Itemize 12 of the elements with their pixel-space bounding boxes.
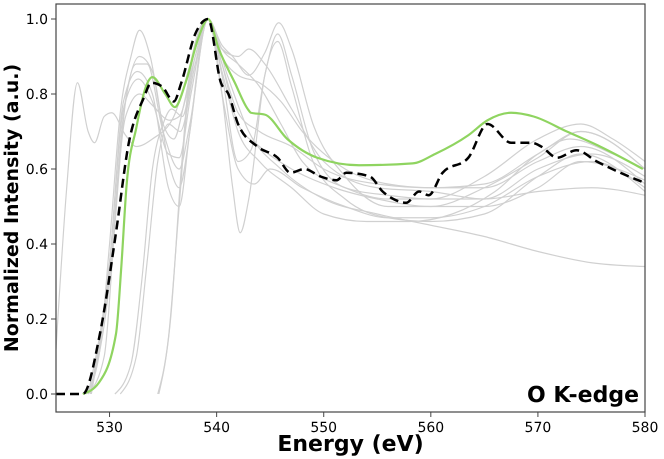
y-tick-label: 1.0 <box>26 12 48 28</box>
y-axis-title: Normalized Intensity (a.u.) <box>1 64 23 352</box>
y-tick-label: 0.0 <box>26 387 48 403</box>
y-tick-label: 0.6 <box>26 162 48 178</box>
x-tick-label: 530 <box>96 420 123 436</box>
x-tick-label: 580 <box>632 420 658 436</box>
x-tick-label: 570 <box>524 420 552 436</box>
y-tick-label: 0.8 <box>26 87 48 103</box>
x-tick-label: 540 <box>203 420 230 436</box>
y-tick-label: 0.2 <box>26 312 48 328</box>
annotation: O K-edge <box>527 383 639 408</box>
y-tick-label: 0.4 <box>26 237 48 253</box>
